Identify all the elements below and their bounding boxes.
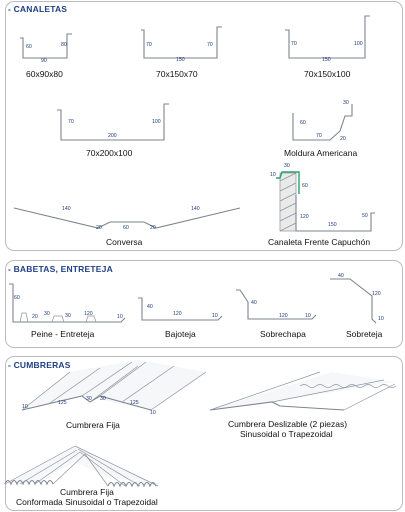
caption-70x150x100: 70x150x100 <box>304 69 351 79</box>
dim-peine-10: 10 <box>117 314 123 320</box>
caption-canaleta-capuchon: Canaleta Frente Capuchón <box>268 237 371 247</box>
caption-sobreteja: Sobreteja <box>346 329 383 339</box>
dim-capuchon-150: 150 <box>328 222 337 228</box>
dim-70x150x100-right: 100 <box>354 41 363 47</box>
profile-moldura-americana <box>292 104 353 141</box>
caption-cumbrera-deslizable-1: Cumbrera Deslizable (2 piezas) <box>228 419 348 429</box>
caption-bajoteja: Bajoteja <box>165 329 196 339</box>
babetas-panel <box>5 260 403 348</box>
dim-moldura-30: 30 <box>343 100 349 106</box>
dim-capuchon-10: 10 <box>270 172 276 178</box>
profile-canaleta-capuchon <box>276 171 375 232</box>
dim-70x200x100-bottom: 200 <box>108 133 117 139</box>
profile-cumbrera-conformada <box>4 445 159 488</box>
canaletas-panel <box>5 1 403 251</box>
dim-70x150x70-bottom: 150 <box>176 57 185 63</box>
dim-moldura-70: 70 <box>316 133 322 139</box>
dim-conversa-right: 140 <box>191 206 200 212</box>
dim-conversa-left: 140 <box>62 206 71 212</box>
dim-70x200x100-right: 100 <box>152 119 161 125</box>
dim-sobreteja-10: 10 <box>378 316 384 322</box>
caption-sobrechapa: Sobrechapa <box>260 329 306 339</box>
profile-sobrechapa <box>236 289 317 320</box>
profile-60x90x80 <box>20 33 72 59</box>
dim-bajoteja-10: 10 <box>212 313 218 319</box>
caption-70x200x100: 70x200x100 <box>86 148 133 158</box>
profile-conversa <box>13 207 241 229</box>
caption-70x150x70: 70x150x70 <box>156 69 198 79</box>
dim-sobreteja-120: 120 <box>372 291 381 297</box>
profile-70x150x70 <box>141 26 222 59</box>
dim-conversa-20b: 20 <box>150 225 156 231</box>
caption-cumbrera-deslizable-2: Sinusoidal o Trapezoidal <box>240 429 333 439</box>
dim-peine-60: 60 <box>14 295 20 301</box>
dim-capuchon-50: 50 <box>362 213 368 219</box>
dim-70x200x100-left: 70 <box>68 119 74 125</box>
dim-sobrechapa-10: 10 <box>305 313 311 319</box>
dim-sobrechapa-40: 40 <box>251 300 257 306</box>
caption-cumbrera-conformada-2: Conformada Sinusoidal o Trapezoidal <box>16 497 158 507</box>
dim-70x150x70-right: 70 <box>207 42 213 48</box>
dim-capuchon-30: 30 <box>284 163 290 169</box>
cumbreras-section-title: - CUMBRERAS <box>8 360 71 370</box>
profile-cumbrera-deslizable <box>209 371 397 411</box>
caption-peine-entreteja: Peine - Entreteja <box>31 329 95 339</box>
dim-moldura-60: 60 <box>300 120 306 126</box>
profile-70x150x100 <box>285 15 370 59</box>
caption-conversa: Conversa <box>106 237 143 247</box>
profile-bajoteja <box>138 297 223 321</box>
dim-capuchon-120: 120 <box>300 214 309 220</box>
profile-70x200x100 <box>57 103 169 141</box>
dim-cumbrera-10a: 10 <box>22 404 28 410</box>
dim-cumbrera-125b: 125 <box>130 400 139 406</box>
dim-peine-20: 20 <box>32 314 38 320</box>
dim-conversa-20a: 20 <box>96 225 102 231</box>
dim-60x90x80-right: 80 <box>61 42 67 48</box>
canaletas-section-title: - CANALETAS <box>8 4 68 14</box>
profile-peine-entreteja <box>9 283 126 323</box>
dim-sobrechapa-120: 120 <box>279 313 288 319</box>
profile-sobreteja <box>330 278 377 324</box>
profile-cumbrera-fija <box>21 360 207 411</box>
dim-70x150x70-left: 70 <box>146 42 152 48</box>
dim-peine-120: 120 <box>84 311 93 317</box>
dim-cumbrera-30a: 30 <box>86 396 92 402</box>
dim-peine-30a: 30 <box>44 311 50 317</box>
dim-moldura-20: 20 <box>340 136 346 142</box>
dim-70x150x100-left: 70 <box>291 41 297 47</box>
dim-peine-30b: 30 <box>65 313 71 319</box>
caption-moldura-americana: Moldura Americana <box>284 148 358 158</box>
dim-capuchon-60: 60 <box>302 183 308 189</box>
dim-60x90x80-left: 60 <box>26 44 32 50</box>
caption-60x90x80: 60x90x80 <box>26 69 63 79</box>
dim-conversa-60: 60 <box>123 225 129 231</box>
caption-cumbrera-conformada-1: Cumbrera Fija <box>60 487 114 497</box>
dim-cumbrera-30b: 30 <box>100 396 106 402</box>
dim-bajoteja-40: 40 <box>147 304 153 310</box>
dim-60x90x80-bottom: 90 <box>41 58 47 64</box>
dim-bajoteja-120: 120 <box>173 311 182 317</box>
dim-70x150x100-bottom: 150 <box>322 57 331 63</box>
dim-cumbrera-125a: 125 <box>58 400 67 406</box>
dim-cumbrera-10b: 10 <box>150 410 156 416</box>
caption-cumbrera-fija: Cumbrera Fija <box>66 420 120 430</box>
dim-sobreteja-40: 40 <box>338 273 344 279</box>
babetas-section-title: - BABETAS, ENTRETEJA <box>8 264 113 274</box>
